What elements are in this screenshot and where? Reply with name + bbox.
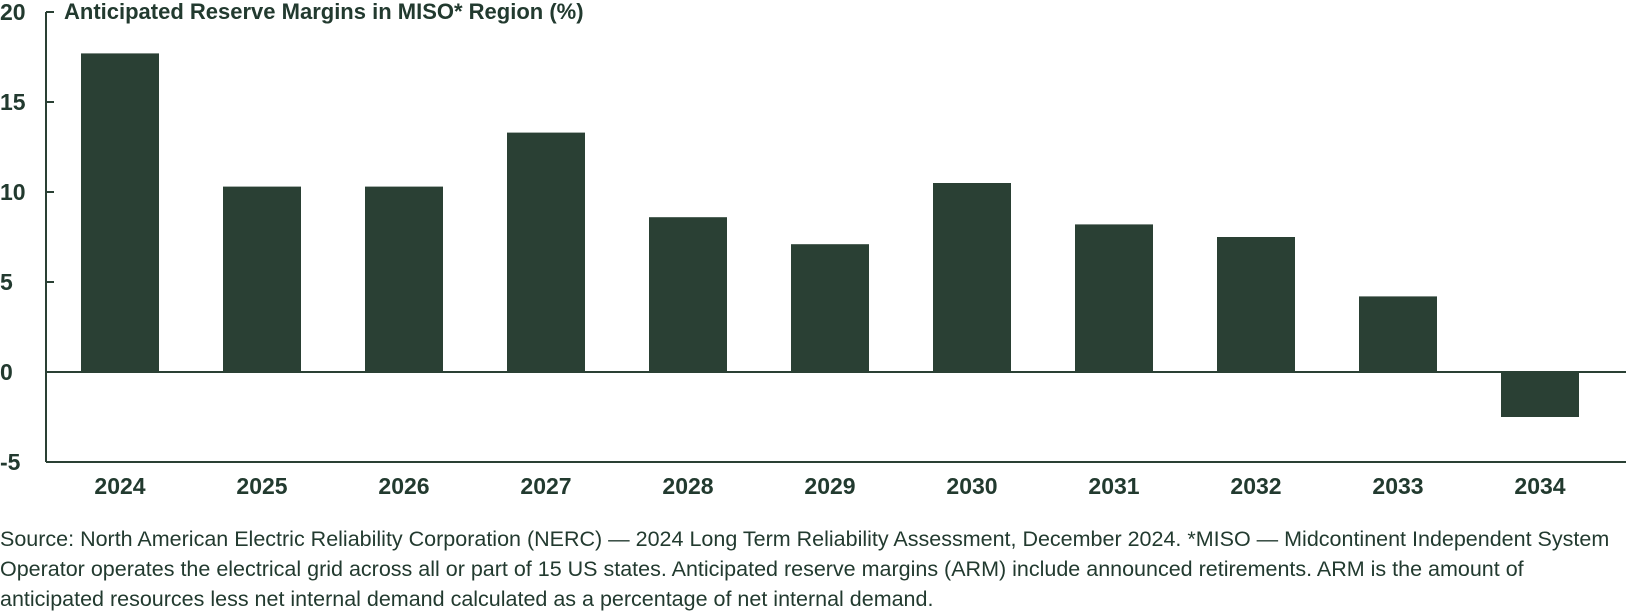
- bar-chart: Anticipated Reserve Margins in MISO* Reg…: [0, 0, 1626, 499]
- x-tick-label: 2026: [378, 473, 429, 499]
- x-tick-label: 2034: [1514, 473, 1565, 499]
- bar-2025: [223, 186, 301, 372]
- source-footnote: Source: North American Electric Reliabil…: [0, 527, 1610, 611]
- chart-title: Anticipated Reserve Margins in MISO* Reg…: [64, 0, 584, 24]
- x-tick-label: 2031: [1088, 473, 1139, 499]
- y-tick-label: 20: [0, 0, 26, 25]
- bar-2033: [1359, 296, 1437, 372]
- bar-2031: [1075, 224, 1153, 372]
- y-tick-label: 10: [0, 179, 26, 205]
- x-tick-label: 2025: [236, 473, 287, 499]
- bar-2032: [1217, 237, 1295, 372]
- y-tick-label: 0: [0, 359, 13, 385]
- bar-2027: [507, 132, 585, 372]
- bar-2028: [649, 217, 727, 372]
- y-tick-label: 5: [0, 269, 13, 295]
- x-tick-label: 2033: [1372, 473, 1423, 499]
- y-tick-label: 15: [0, 89, 26, 115]
- bar-2024: [81, 53, 159, 373]
- bar-2029: [791, 244, 869, 372]
- x-tick-label: 2029: [804, 473, 855, 499]
- x-tick-label: 2032: [1230, 473, 1281, 499]
- x-tick-label: 2030: [946, 473, 997, 499]
- bar-2026: [365, 186, 443, 372]
- y-tick-label: -5: [0, 449, 21, 475]
- bar-2030: [933, 183, 1011, 372]
- x-tick-label: 2027: [520, 473, 571, 499]
- x-tick-label: 2028: [662, 473, 713, 499]
- bar-2034: [1501, 372, 1579, 417]
- x-tick-label: 2024: [94, 473, 145, 499]
